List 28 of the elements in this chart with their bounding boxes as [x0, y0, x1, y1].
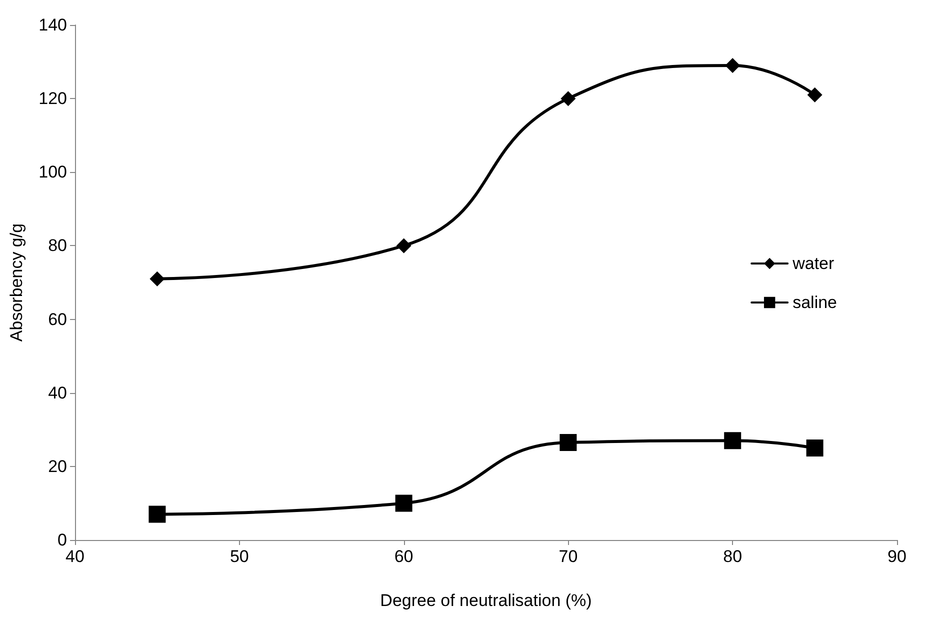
point: [560, 91, 576, 106]
point: [150, 271, 165, 286]
point: [724, 432, 742, 450]
legend-label: water: [792, 254, 834, 273]
y-tick-label: 100: [38, 162, 67, 182]
x-tick-label: 60: [394, 547, 414, 566]
x-tick-label: 50: [230, 547, 249, 566]
y-tick-label: 40: [48, 383, 67, 402]
x-tick-label: 90: [888, 547, 906, 566]
point: [395, 494, 412, 512]
point: [807, 87, 822, 102]
y-tick-label: 0: [58, 530, 67, 550]
point: [725, 58, 740, 73]
y-tick-label: 20: [48, 456, 67, 476]
x-tick-label: 40: [66, 547, 84, 566]
y-tick-label: 80: [48, 236, 67, 256]
point: [396, 238, 412, 254]
point: [560, 434, 577, 452]
point: [148, 506, 166, 523]
x-tick-label: 80: [723, 547, 742, 566]
x-axis-title: Degree of neutralisation (%): [380, 591, 592, 610]
y-tick-label: 60: [48, 310, 67, 329]
point: [806, 440, 824, 457]
y-axis-title: Absorbency g/g: [7, 223, 26, 342]
x-tick-label: 70: [558, 547, 578, 566]
legend-label: saline: [792, 293, 838, 312]
y-tick-label: 140: [38, 16, 67, 34]
y-tick-label: 120: [38, 89, 67, 108]
